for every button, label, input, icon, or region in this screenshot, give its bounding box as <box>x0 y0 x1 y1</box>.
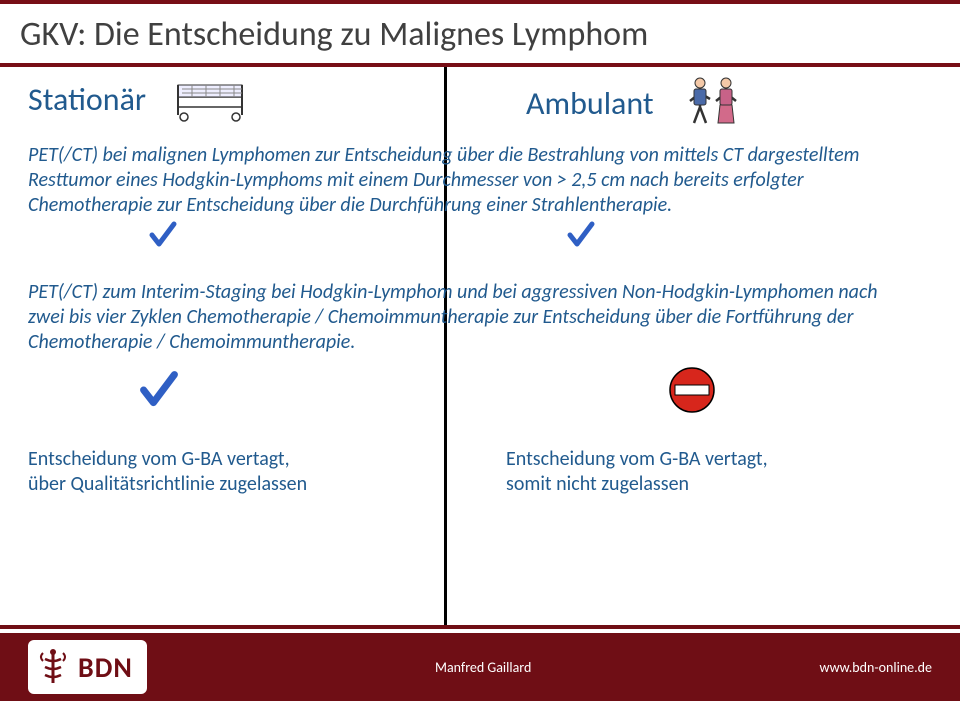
checkmark-icon <box>138 369 180 416</box>
footer-speaker: Manfred Gaillard <box>147 659 820 676</box>
paragraph-1-status-row <box>28 220 932 250</box>
paragraph-1: PET(/CT) bei malignen Lymphomen zur Ents… <box>28 143 932 218</box>
paragraph-2: PET(/CT) zum Interim-Staging bei Hodgkin… <box>28 280 932 355</box>
footer-url: www.bdn-online.de <box>820 659 932 676</box>
decision-left-line2: über Qualitätsrichtlinie zugelassen <box>28 472 454 497</box>
decision-left: Entscheidung vom G-BA vertagt, über Qual… <box>28 447 454 497</box>
left-subheading-text: Stationär <box>28 80 146 119</box>
decision-right: Entscheidung vom G-BA vertagt, somit nic… <box>454 447 932 497</box>
decision-right-line1: Entscheidung vom G-BA vertagt, <box>506 447 932 472</box>
page-title: GKV: Die Entscheidung zu Malignes Lympho… <box>20 14 940 55</box>
decisions-row: Entscheidung vom G-BA vertagt, über Qual… <box>28 447 932 497</box>
footer-logo: BDN <box>28 640 147 694</box>
title-band: GKV: Die Entscheidung zu Malignes Lympho… <box>0 0 960 67</box>
hospital-bed-icon <box>172 75 256 123</box>
left-subheading: Stationär <box>28 75 480 123</box>
right-subheading: Ambulant <box>480 75 932 131</box>
no-entry-icon <box>666 364 718 421</box>
right-subheading-text: Ambulant <box>526 84 654 123</box>
logo-caduceus-icon <box>36 647 70 687</box>
footer: BDN Manfred Gaillard www.bdn-online.de <box>0 633 960 701</box>
decision-right-line2: somit nicht zugelassen <box>506 472 932 497</box>
decision-left-line1: Entscheidung vom G-BA vertagt, <box>28 447 454 472</box>
paragraph-2-status-row <box>28 365 932 419</box>
walking-people-icon <box>680 75 750 131</box>
heading-row: Stationär <box>28 75 932 137</box>
footer-logo-text: BDN <box>78 650 133 685</box>
content-area: Stationär <box>0 67 960 497</box>
footer-separator <box>0 625 960 629</box>
checkmark-icon <box>566 220 596 255</box>
checkmark-icon <box>148 220 178 255</box>
